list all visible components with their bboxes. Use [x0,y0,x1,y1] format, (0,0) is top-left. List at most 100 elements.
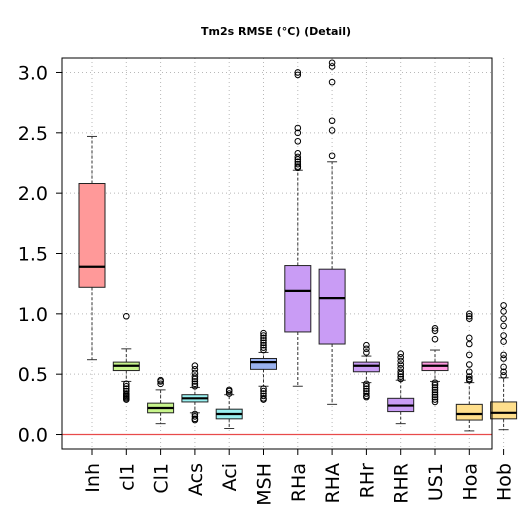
y-tick-label: 0.0 [18,425,48,447]
outlier-point [397,353,405,361]
outlier-point [500,338,507,345]
outlier-point [466,340,473,348]
outlier-point [466,373,473,380]
outlier-point [294,160,302,168]
outlier-point [431,398,439,406]
box-body [490,401,518,420]
box-us1 [421,325,449,406]
outlier-point [191,416,199,424]
outlier-point [260,329,267,337]
outlier-point [260,334,267,342]
outlier-point [123,396,130,403]
outlier-point [191,378,199,385]
outlier-point [191,373,199,380]
outlier-point [500,363,507,371]
y-tick-label: 2.5 [18,123,48,145]
outlier-point [466,351,473,359]
outlier-point [123,382,130,390]
outlier-point [500,322,507,330]
box-hoa [455,310,483,432]
outlier-point [328,127,336,134]
outlier-point [431,325,439,332]
outlier-point [363,393,370,401]
outlier-point [466,368,473,376]
box-rhr [387,350,415,425]
box-hob [490,302,518,431]
outlier-point [431,396,439,403]
outlier-point [294,153,302,161]
box-acs [181,362,209,424]
x-tick-label: RHr [356,463,378,498]
outlier-point [260,341,267,349]
outlier-point [466,312,473,320]
outlier-point [294,129,302,137]
outlier-point [500,355,507,362]
outlier-point [500,315,507,322]
x-tick-label: Aci [219,463,241,491]
outlier-point [260,344,267,351]
box-rhr [352,341,380,401]
outlier-point [191,362,199,370]
outlier-point [294,164,302,172]
box-cl1 [112,312,140,403]
outlier-point [397,368,405,376]
y-tick-label: 0.5 [18,364,48,386]
outlier-point [260,385,267,392]
outlier-point [191,382,199,390]
y-tick-label: 1.0 [18,304,48,326]
outlier-point [260,392,267,400]
outlier-point [191,375,199,383]
outlier-point [397,370,405,378]
box-inh [78,135,106,361]
outlier-point [363,382,370,390]
outlier-point [294,156,302,163]
x-tick-label: Hob [494,463,516,501]
outlier-point [397,375,405,383]
x-tick-label: RHa [288,463,310,502]
box-rha [318,59,346,405]
outlier-point [260,346,267,354]
outlier-point [294,69,302,76]
outlier-point [260,332,267,339]
outlier-point [466,376,473,384]
outlier-point [500,368,507,376]
box-msh [250,329,277,403]
x-tick-label: cl1 [116,463,138,491]
outlier-point [191,366,199,373]
outlier-point [191,413,199,420]
chart-title: Tm2s RMSE (°C) (Detail) [201,25,351,38]
outlier-point [500,302,507,309]
x-tick-label: Acs [185,463,207,496]
outlier-point [260,337,267,344]
outlier-point [363,345,370,353]
box-body [78,183,106,288]
outlier-point [431,388,439,396]
outlier-point [431,384,439,391]
outlier-point [328,59,336,67]
outlier-point [328,117,336,125]
outlier-point [431,327,439,335]
box-body [352,361,380,373]
y-tick-label: 1.5 [18,244,48,266]
outlier-point [363,390,370,397]
outlier-point [123,312,130,320]
outlier-point [431,393,439,401]
box-rha [284,69,312,387]
box-body [284,265,312,333]
outlier-point [294,124,302,132]
outlier-point [157,380,164,388]
x-axis: Inh cl1 Cl1 Acs Aci MSH RHa RHA RHr RHR US1 Hoa Hob [82,449,516,506]
outlier-point [363,385,370,392]
outlier-point [363,380,370,388]
x-tick-label: Cl1 [151,463,173,494]
outlier-point [466,361,473,368]
outlier-point [431,335,439,343]
y-tick-label: 2.0 [18,183,48,205]
outlier-point [225,390,233,397]
outlier-point [260,396,267,403]
outlier-point [363,341,370,349]
outlier-point [328,78,336,86]
outlier-point [500,351,507,359]
outlier-point [294,71,302,79]
